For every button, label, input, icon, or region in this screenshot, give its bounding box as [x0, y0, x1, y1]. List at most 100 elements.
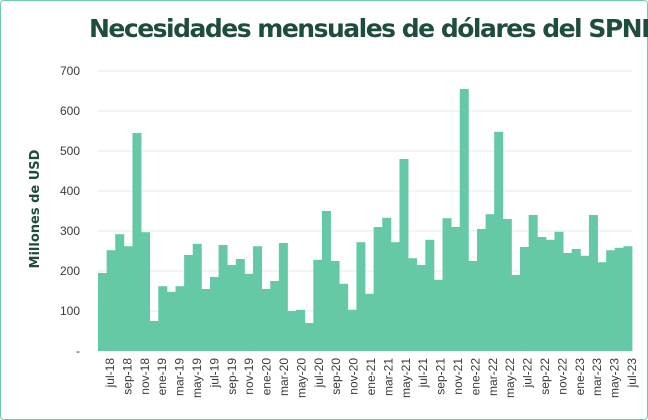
x-axis-ticks: jul-18 sep-18 nov-18 ene-19 mar-19 may-19 jul-… [103, 358, 639, 398]
bar [132, 133, 142, 351]
y-tick-label: 600 [60, 104, 80, 118]
bar [218, 245, 228, 351]
bar [227, 265, 237, 351]
x-tick-label: ene-21 [364, 358, 378, 396]
x-tick-label: jul-19 [207, 358, 221, 389]
bar [390, 242, 400, 351]
bar [416, 265, 426, 351]
bar [382, 217, 392, 351]
x-tick-label: sep-22 [538, 358, 552, 395]
bar [115, 234, 125, 351]
bar [511, 275, 521, 351]
y-tick-label: 700 [60, 64, 80, 78]
bar [494, 131, 504, 351]
bar [520, 247, 530, 351]
x-tick-label: may-21 [399, 358, 413, 398]
bar [485, 214, 495, 351]
bar [537, 237, 547, 351]
x-tick-label: ene-20 [260, 358, 274, 396]
bar [545, 239, 555, 351]
bar [270, 281, 280, 351]
bar [554, 231, 564, 351]
bar [235, 259, 245, 351]
bar [571, 249, 581, 351]
bar [313, 259, 323, 351]
x-tick-label: mar-22 [486, 358, 500, 396]
bar [614, 247, 624, 351]
bar [365, 293, 375, 351]
y-axis-ticks: - 100 200 300 400 500 600 700 [60, 64, 80, 358]
x-tick-label: mar-20 [277, 358, 291, 396]
y-tick-label: 200 [60, 264, 80, 278]
bar [184, 255, 194, 351]
x-tick-label: may-23 [608, 358, 622, 398]
x-tick-label: may-19 [190, 358, 204, 398]
bar [339, 283, 349, 351]
x-tick-label: nov-19 [242, 358, 256, 395]
bar [330, 261, 340, 351]
x-tick-label: nov-22 [555, 358, 569, 395]
x-tick-label: jul-18 [103, 358, 117, 389]
y-tick-label: 100 [60, 304, 80, 318]
bar [166, 291, 176, 351]
bars [98, 89, 633, 351]
x-tick-label: may-20 [294, 358, 308, 398]
bar [502, 219, 512, 351]
x-tick-label: mar-19 [173, 358, 187, 396]
bar [149, 321, 159, 351]
bar [433, 279, 443, 351]
bar [468, 261, 478, 351]
x-tick-label: ene-19 [155, 358, 169, 396]
bar [158, 286, 168, 351]
x-tick-label: nov-18 [138, 358, 152, 395]
x-tick-label: sep-18 [120, 358, 134, 395]
x-tick-label: ene-23 [573, 358, 587, 396]
bar [123, 246, 133, 351]
bar [106, 250, 116, 351]
bar [98, 273, 108, 351]
bar [451, 227, 461, 351]
x-tick-label: mar-21 [381, 358, 395, 396]
y-tick-label: 500 [60, 144, 80, 158]
x-tick-label: jul-23 [625, 358, 639, 389]
bar [287, 311, 297, 351]
bar [304, 323, 314, 351]
bar [244, 273, 254, 351]
bar [623, 246, 633, 351]
bar [597, 262, 607, 351]
y-tick-label: - [76, 344, 80, 358]
y-tick-label: 300 [60, 224, 80, 238]
bar [442, 218, 452, 351]
x-tick-label: sep-21 [434, 358, 448, 395]
bar [563, 253, 573, 351]
bar [425, 239, 435, 351]
x-tick-label: may-22 [503, 358, 517, 398]
bar [356, 242, 366, 351]
bar [261, 289, 271, 351]
bar [528, 215, 538, 351]
bar [606, 250, 616, 351]
x-tick-label: jul-20 [312, 358, 326, 389]
x-tick-label: sep-20 [329, 358, 343, 395]
bar [476, 229, 486, 351]
x-tick-label: nov-20 [347, 358, 361, 395]
bar [201, 289, 211, 351]
x-tick-label: ene-22 [468, 358, 482, 396]
bar [399, 159, 409, 351]
bar [459, 89, 469, 351]
bar [408, 258, 418, 351]
bar [296, 309, 306, 351]
bar [588, 215, 598, 351]
x-tick-label: jul-21 [416, 358, 430, 389]
bar [209, 277, 219, 351]
x-tick-label: mar-23 [590, 358, 604, 396]
bar [175, 286, 185, 351]
bar [347, 309, 357, 351]
x-tick-label: jul-22 [521, 358, 535, 389]
bar [192, 243, 202, 351]
bar [278, 243, 288, 351]
y-tick-label: 400 [60, 184, 80, 198]
x-tick-label: nov-21 [451, 358, 465, 395]
bar [253, 246, 263, 351]
